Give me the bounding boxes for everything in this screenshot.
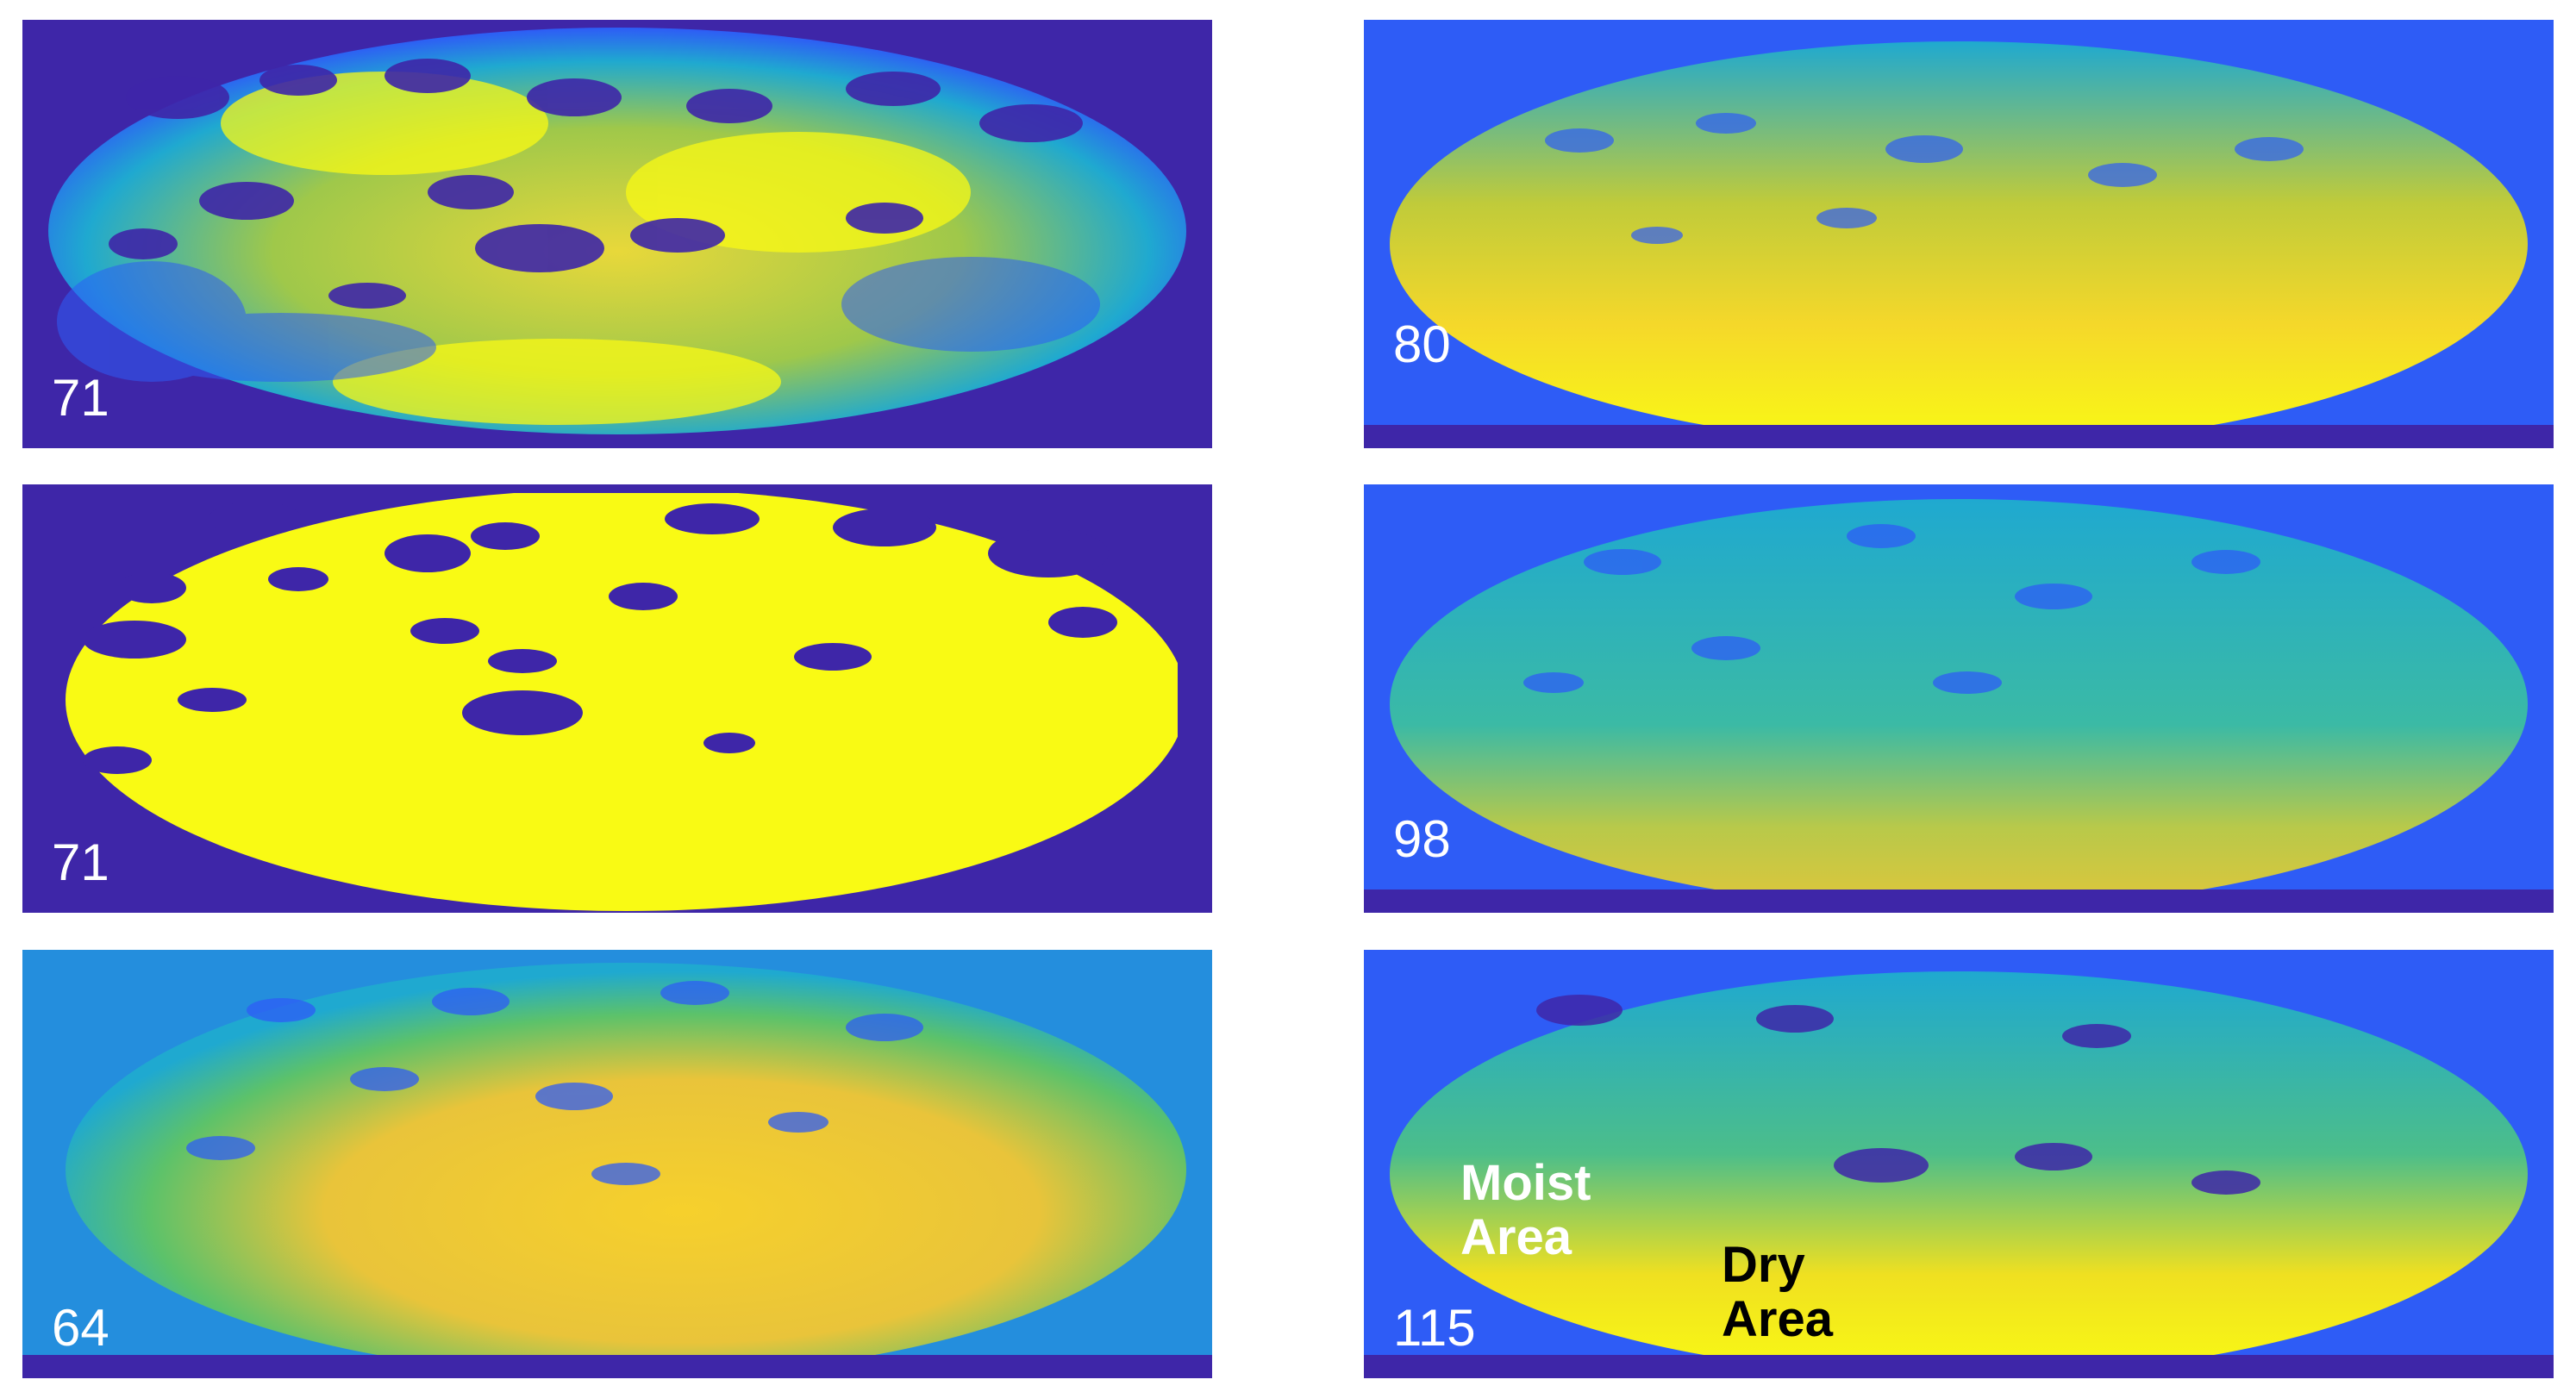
thermal-image [22, 484, 1212, 913]
panel-label: 64 [52, 1299, 109, 1357]
thermal-image [1364, 950, 2554, 1378]
thermal-panel-right-top: 80 [1364, 20, 2554, 448]
thermal-image [1364, 20, 2554, 448]
panel-label: 71 [52, 369, 109, 427]
thermal-panel-right-bottom: Moist Area Dry Area 115 [1364, 950, 2554, 1378]
thermal-image [22, 20, 1212, 448]
dry-area-annotation: Dry Area [1722, 1237, 1833, 1347]
thermal-panel-left-bottom: 64 [22, 950, 1212, 1378]
panel-label: 98 [1393, 810, 1451, 868]
thermal-image [22, 950, 1212, 1378]
thermal-panel-left-top: 71 [22, 20, 1212, 448]
panel-label: 115 [1393, 1299, 1476, 1357]
thermal-image [1364, 484, 2554, 913]
panel-label: 80 [1393, 315, 1451, 373]
moist-area-annotation: Moist Area [1460, 1155, 1591, 1265]
panel-label: 71 [52, 833, 109, 891]
thermal-panel-left-middle: 71 [22, 484, 1212, 913]
thermal-panel-right-middle: 98 [1364, 484, 2554, 913]
